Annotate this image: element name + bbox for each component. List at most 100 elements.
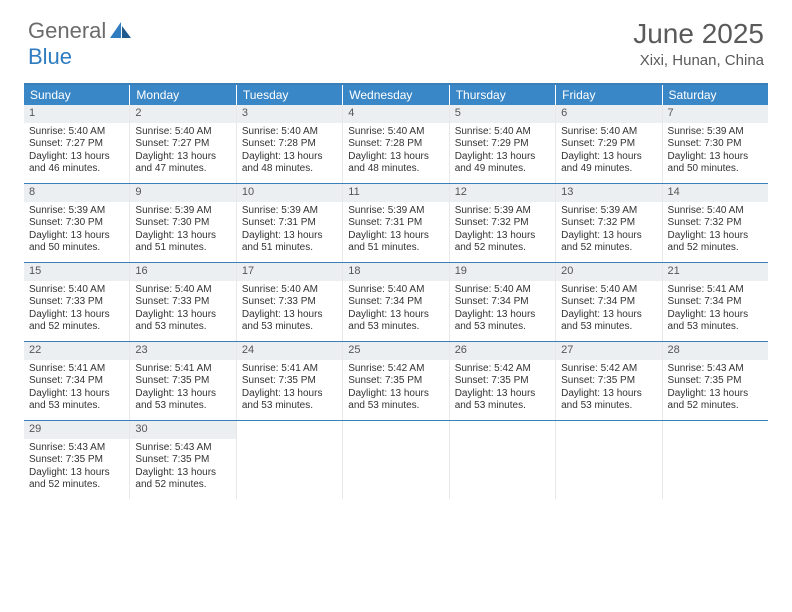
header: General June 2025 Xixi, Hunan, China (0, 0, 792, 77)
daylight-text: Daylight: 13 hours and 53 minutes. (561, 309, 656, 334)
sunset-text: Sunset: 7:29 PM (455, 138, 550, 151)
day-details: Sunrise: 5:40 AMSunset: 7:34 PMDaylight:… (343, 281, 448, 338)
day-cell: 14Sunrise: 5:40 AMSunset: 7:32 PMDayligh… (663, 184, 768, 262)
day-details: Sunrise: 5:41 AMSunset: 7:34 PMDaylight:… (24, 360, 129, 417)
daylight-text: Daylight: 13 hours and 53 minutes. (455, 388, 550, 413)
sunrise-text: Sunrise: 5:40 AM (348, 126, 443, 139)
sunrise-text: Sunrise: 5:39 AM (242, 205, 337, 218)
sunrise-text: Sunrise: 5:40 AM (561, 126, 656, 139)
sunset-text: Sunset: 7:34 PM (348, 296, 443, 309)
sunset-text: Sunset: 7:35 PM (29, 454, 124, 467)
daylight-text: Daylight: 13 hours and 46 minutes. (29, 151, 124, 176)
day-header: Thursday (450, 85, 556, 105)
day-number: 20 (556, 263, 661, 281)
sunrise-text: Sunrise: 5:43 AM (668, 363, 763, 376)
day-header: Monday (130, 85, 236, 105)
daylight-text: Daylight: 13 hours and 53 minutes. (455, 309, 550, 334)
sunset-text: Sunset: 7:32 PM (668, 217, 763, 230)
day-cell (237, 421, 343, 499)
day-number: 29 (24, 421, 129, 439)
calendar: SundayMondayTuesdayWednesdayThursdayFrid… (24, 83, 768, 499)
day-number: 3 (237, 105, 342, 123)
day-cell (450, 421, 556, 499)
day-number: 19 (450, 263, 555, 281)
day-details: Sunrise: 5:40 AMSunset: 7:27 PMDaylight:… (130, 123, 235, 180)
sunset-text: Sunset: 7:35 PM (135, 454, 230, 467)
day-cell: 5 Sunrise: 5:40 AMSunset: 7:29 PMDaylight… (450, 105, 556, 183)
title-block: June 2025 Xixi, Hunan, China (633, 18, 764, 69)
daylight-text: Daylight: 13 hours and 52 minutes. (29, 467, 124, 492)
daylight-text: Daylight: 13 hours and 52 minutes. (668, 388, 763, 413)
day-header: Sunday (24, 85, 130, 105)
sunset-text: Sunset: 7:35 PM (348, 375, 443, 388)
sunset-text: Sunset: 7:35 PM (455, 375, 550, 388)
day-details: Sunrise: 5:42 AMSunset: 7:35 PMDaylight:… (556, 360, 661, 417)
day-number: 14 (663, 184, 768, 202)
day-cell: 26Sunrise: 5:42 AMSunset: 7:35 PMDayligh… (450, 342, 556, 420)
day-details: Sunrise: 5:40 AMSunset: 7:32 PMDaylight:… (663, 202, 768, 259)
day-details: Sunrise: 5:40 AMSunset: 7:29 PMDaylight:… (556, 123, 661, 180)
day-number: 17 (237, 263, 342, 281)
sunset-text: Sunset: 7:34 PM (668, 296, 763, 309)
sunrise-text: Sunrise: 5:40 AM (29, 284, 124, 297)
day-cell: 10Sunrise: 5:39 AMSunset: 7:31 PMDayligh… (237, 184, 343, 262)
logo-text-1: General (28, 18, 106, 44)
day-cell: 3Sunrise: 5:40 AMSunset: 7:28 PMDaylight… (237, 105, 343, 183)
location-text: Xixi, Hunan, China (633, 52, 764, 69)
day-cell: 28Sunrise: 5:43 AMSunset: 7:35 PMDayligh… (663, 342, 768, 420)
daylight-text: Daylight: 13 hours and 51 minutes. (348, 230, 443, 255)
daylight-text: Daylight: 13 hours and 53 minutes. (348, 388, 443, 413)
daylight-text: Daylight: 13 hours and 47 minutes. (135, 151, 230, 176)
sunrise-text: Sunrise: 5:39 AM (29, 205, 124, 218)
sunset-text: Sunset: 7:29 PM (561, 138, 656, 151)
day-details: Sunrise: 5:39 AMSunset: 7:30 PMDaylight:… (663, 123, 768, 180)
day-cell (556, 421, 662, 499)
sunset-text: Sunset: 7:34 PM (29, 375, 124, 388)
daylight-text: Daylight: 13 hours and 53 minutes. (561, 388, 656, 413)
day-details: Sunrise: 5:43 AMSunset: 7:35 PMDaylight:… (24, 439, 129, 496)
day-details: Sunrise: 5:41 AMSunset: 7:35 PMDaylight:… (237, 360, 342, 417)
daylight-text: Daylight: 13 hours and 49 minutes. (455, 151, 550, 176)
sunrise-text: Sunrise: 5:41 AM (668, 284, 763, 297)
day-header: Wednesday (343, 85, 449, 105)
day-cell: 7Sunrise: 5:39 AMSunset: 7:30 PMDaylight… (663, 105, 768, 183)
sunrise-text: Sunrise: 5:39 AM (561, 205, 656, 218)
day-cell: 22Sunrise: 5:41 AMSunset: 7:34 PMDayligh… (24, 342, 130, 420)
day-number: 13 (556, 184, 661, 202)
sunrise-text: Sunrise: 5:43 AM (29, 442, 124, 455)
day-number: 1 (24, 105, 129, 123)
day-number: 2 (130, 105, 235, 123)
weeks-container: 1Sunrise: 5:40 AMSunset: 7:27 PMDaylight… (24, 105, 768, 499)
sunset-text: Sunset: 7:33 PM (242, 296, 337, 309)
day-cell: 6Sunrise: 5:40 AMSunset: 7:29 PMDaylight… (556, 105, 662, 183)
day-cell: 20Sunrise: 5:40 AMSunset: 7:34 PMDayligh… (556, 263, 662, 341)
day-details: Sunrise: 5:40 AMSunset: 7:27 PMDaylight:… (24, 123, 129, 180)
sunrise-text: Sunrise: 5:43 AM (135, 442, 230, 455)
sunset-text: Sunset: 7:34 PM (561, 296, 656, 309)
sunset-text: Sunset: 7:31 PM (242, 217, 337, 230)
daylight-text: Daylight: 13 hours and 53 minutes. (348, 309, 443, 334)
week-row: 8Sunrise: 5:39 AMSunset: 7:30 PMDaylight… (24, 183, 768, 262)
day-cell: 24Sunrise: 5:41 AMSunset: 7:35 PMDayligh… (237, 342, 343, 420)
day-number: 5 (450, 105, 555, 123)
day-number: 7 (663, 105, 768, 123)
logo-sail-icon (110, 22, 132, 40)
day-cell (343, 421, 449, 499)
sunrise-text: Sunrise: 5:40 AM (455, 126, 550, 139)
sunrise-text: Sunrise: 5:42 AM (348, 363, 443, 376)
day-cell: 15Sunrise: 5:40 AMSunset: 7:33 PMDayligh… (24, 263, 130, 341)
sunrise-text: Sunrise: 5:39 AM (348, 205, 443, 218)
day-cell: 30Sunrise: 5:43 AMSunset: 7:35 PMDayligh… (130, 421, 236, 499)
day-number: 10 (237, 184, 342, 202)
day-details: Sunrise: 5:42 AMSunset: 7:35 PMDaylight:… (343, 360, 448, 417)
day-number: 24 (237, 342, 342, 360)
day-details: Sunrise: 5:39 AMSunset: 7:32 PMDaylight:… (556, 202, 661, 259)
day-number: 15 (24, 263, 129, 281)
day-details: Sunrise: 5:43 AMSunset: 7:35 PMDaylight:… (130, 439, 235, 496)
day-number: 25 (343, 342, 448, 360)
day-details: Sunrise: 5:41 AMSunset: 7:34 PMDaylight:… (663, 281, 768, 338)
daylight-text: Daylight: 13 hours and 49 minutes. (561, 151, 656, 176)
sunrise-text: Sunrise: 5:40 AM (455, 284, 550, 297)
day-number: 26 (450, 342, 555, 360)
day-cell: 19Sunrise: 5:40 AMSunset: 7:34 PMDayligh… (450, 263, 556, 341)
